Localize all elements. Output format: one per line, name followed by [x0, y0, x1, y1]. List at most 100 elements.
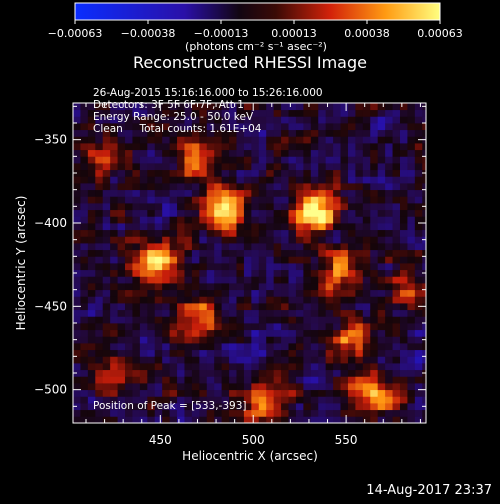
heatmap-cell — [154, 196, 163, 204]
heatmap-cell — [169, 229, 178, 237]
heatmap-cell — [132, 123, 141, 131]
heatmap-cell — [206, 163, 215, 171]
heatmap-cell — [288, 356, 297, 364]
heatmap-cell — [251, 343, 260, 351]
heatmap-cell — [347, 323, 356, 331]
heatmap-cell — [258, 209, 267, 217]
heatmap-cell — [191, 183, 200, 191]
heatmap-cell — [125, 183, 133, 191]
heatmap-cell — [199, 309, 208, 317]
heatmap-cell — [325, 129, 334, 137]
heatmap-cell — [229, 156, 237, 164]
heatmap-cell — [206, 336, 215, 344]
heatmap-cell — [399, 316, 408, 324]
heatmap-cell — [102, 163, 111, 171]
heatmap-cell — [95, 183, 104, 191]
heatmap-cell — [73, 209, 81, 217]
heatmap-cell — [414, 389, 423, 397]
heatmap-cell — [199, 243, 208, 251]
heatmap-cell — [303, 176, 312, 184]
heatmap-cell — [214, 336, 223, 344]
heatmap-cell — [102, 376, 111, 384]
heatmap-cell — [87, 316, 96, 324]
heatmap-cell — [184, 189, 193, 197]
heatmap-cell — [214, 196, 223, 204]
heatmap-cell — [169, 163, 178, 171]
heatmap-cell — [303, 369, 312, 377]
heatmap-cell — [303, 249, 312, 257]
heatmap-cell — [243, 183, 252, 191]
heatmap-cell — [370, 296, 379, 304]
heatmap-cell — [147, 243, 156, 251]
heatmap-cell — [125, 329, 133, 337]
heatmap-cell — [340, 336, 349, 344]
heatmap-cell — [199, 356, 208, 364]
heatmap-cell — [169, 343, 178, 351]
heatmap-cell — [206, 109, 215, 117]
heatmap-cell — [281, 103, 289, 111]
heatmap-cell — [147, 163, 156, 171]
heatmap-cell — [310, 109, 319, 117]
heatmap-cell — [251, 189, 260, 197]
heatmap-cell — [110, 329, 118, 337]
heatmap-cell — [229, 216, 237, 224]
heatmap-cell — [347, 129, 356, 137]
heatmap-cell — [318, 129, 327, 137]
heatmap-cell — [414, 189, 423, 197]
heatmap-cell — [95, 203, 104, 211]
heatmap-cell — [236, 116, 245, 124]
heatmap-cell — [236, 169, 245, 177]
heatmap-cell — [132, 409, 141, 417]
heatmap-cell — [258, 216, 267, 224]
plot-timestamp: 14-Aug-2017 23:37 — [366, 483, 492, 498]
heatmap-cell — [422, 189, 426, 197]
heatmap-cell — [169, 316, 178, 324]
heatmap-cell — [399, 383, 408, 391]
heatmap-cell — [147, 143, 156, 151]
heatmap-cell — [407, 223, 416, 231]
heatmap-cell — [177, 243, 185, 251]
heatmap-cell — [169, 243, 178, 251]
heatmap-cell — [236, 209, 245, 217]
heatmap-cell — [132, 276, 141, 284]
heatmap-cell — [110, 196, 118, 204]
heatmap-cell — [303, 143, 312, 151]
heatmap-cell — [318, 136, 327, 144]
heatmap-cell — [243, 276, 252, 284]
heatmap-cell — [80, 369, 89, 377]
heatmap-cell — [333, 176, 341, 184]
heatmap-cell — [303, 236, 312, 244]
heatmap-cell — [377, 196, 386, 204]
heatmap-cell — [288, 163, 297, 171]
heatmap-cell — [117, 403, 126, 411]
heatmap-cell — [392, 156, 401, 164]
heatmap-cell — [251, 416, 260, 423]
heatmap-cell — [251, 289, 260, 297]
heatmap-cell — [221, 183, 230, 191]
heatmap-cell — [95, 343, 104, 351]
heatmap-cell — [102, 156, 111, 164]
heatmap-cell — [199, 403, 208, 411]
heatmap-cell — [236, 129, 245, 137]
heatmap-cell — [191, 196, 200, 204]
heatmap-cell — [177, 303, 185, 311]
heatmap-cell — [147, 249, 156, 257]
heatmap-cell — [243, 209, 252, 217]
heatmap-cell — [355, 163, 364, 171]
heatmap-cell — [281, 109, 289, 117]
heatmap-cell — [295, 123, 304, 131]
heatmap-cell — [177, 389, 185, 397]
heatmap-cell — [102, 283, 111, 291]
heatmap-cell — [139, 276, 148, 284]
heatmap-cell — [169, 323, 178, 331]
heatmap-cell — [333, 189, 341, 197]
heatmap-cell — [303, 289, 312, 297]
heatmap-cell — [95, 163, 104, 171]
heatmap-cell — [310, 116, 319, 124]
heatmap-cell — [87, 216, 96, 224]
heatmap-cell — [422, 163, 426, 171]
heatmap-cell — [184, 303, 193, 311]
heatmap-cell — [147, 229, 156, 237]
heatmap-cell — [191, 329, 200, 337]
heatmap-cell — [236, 176, 245, 184]
